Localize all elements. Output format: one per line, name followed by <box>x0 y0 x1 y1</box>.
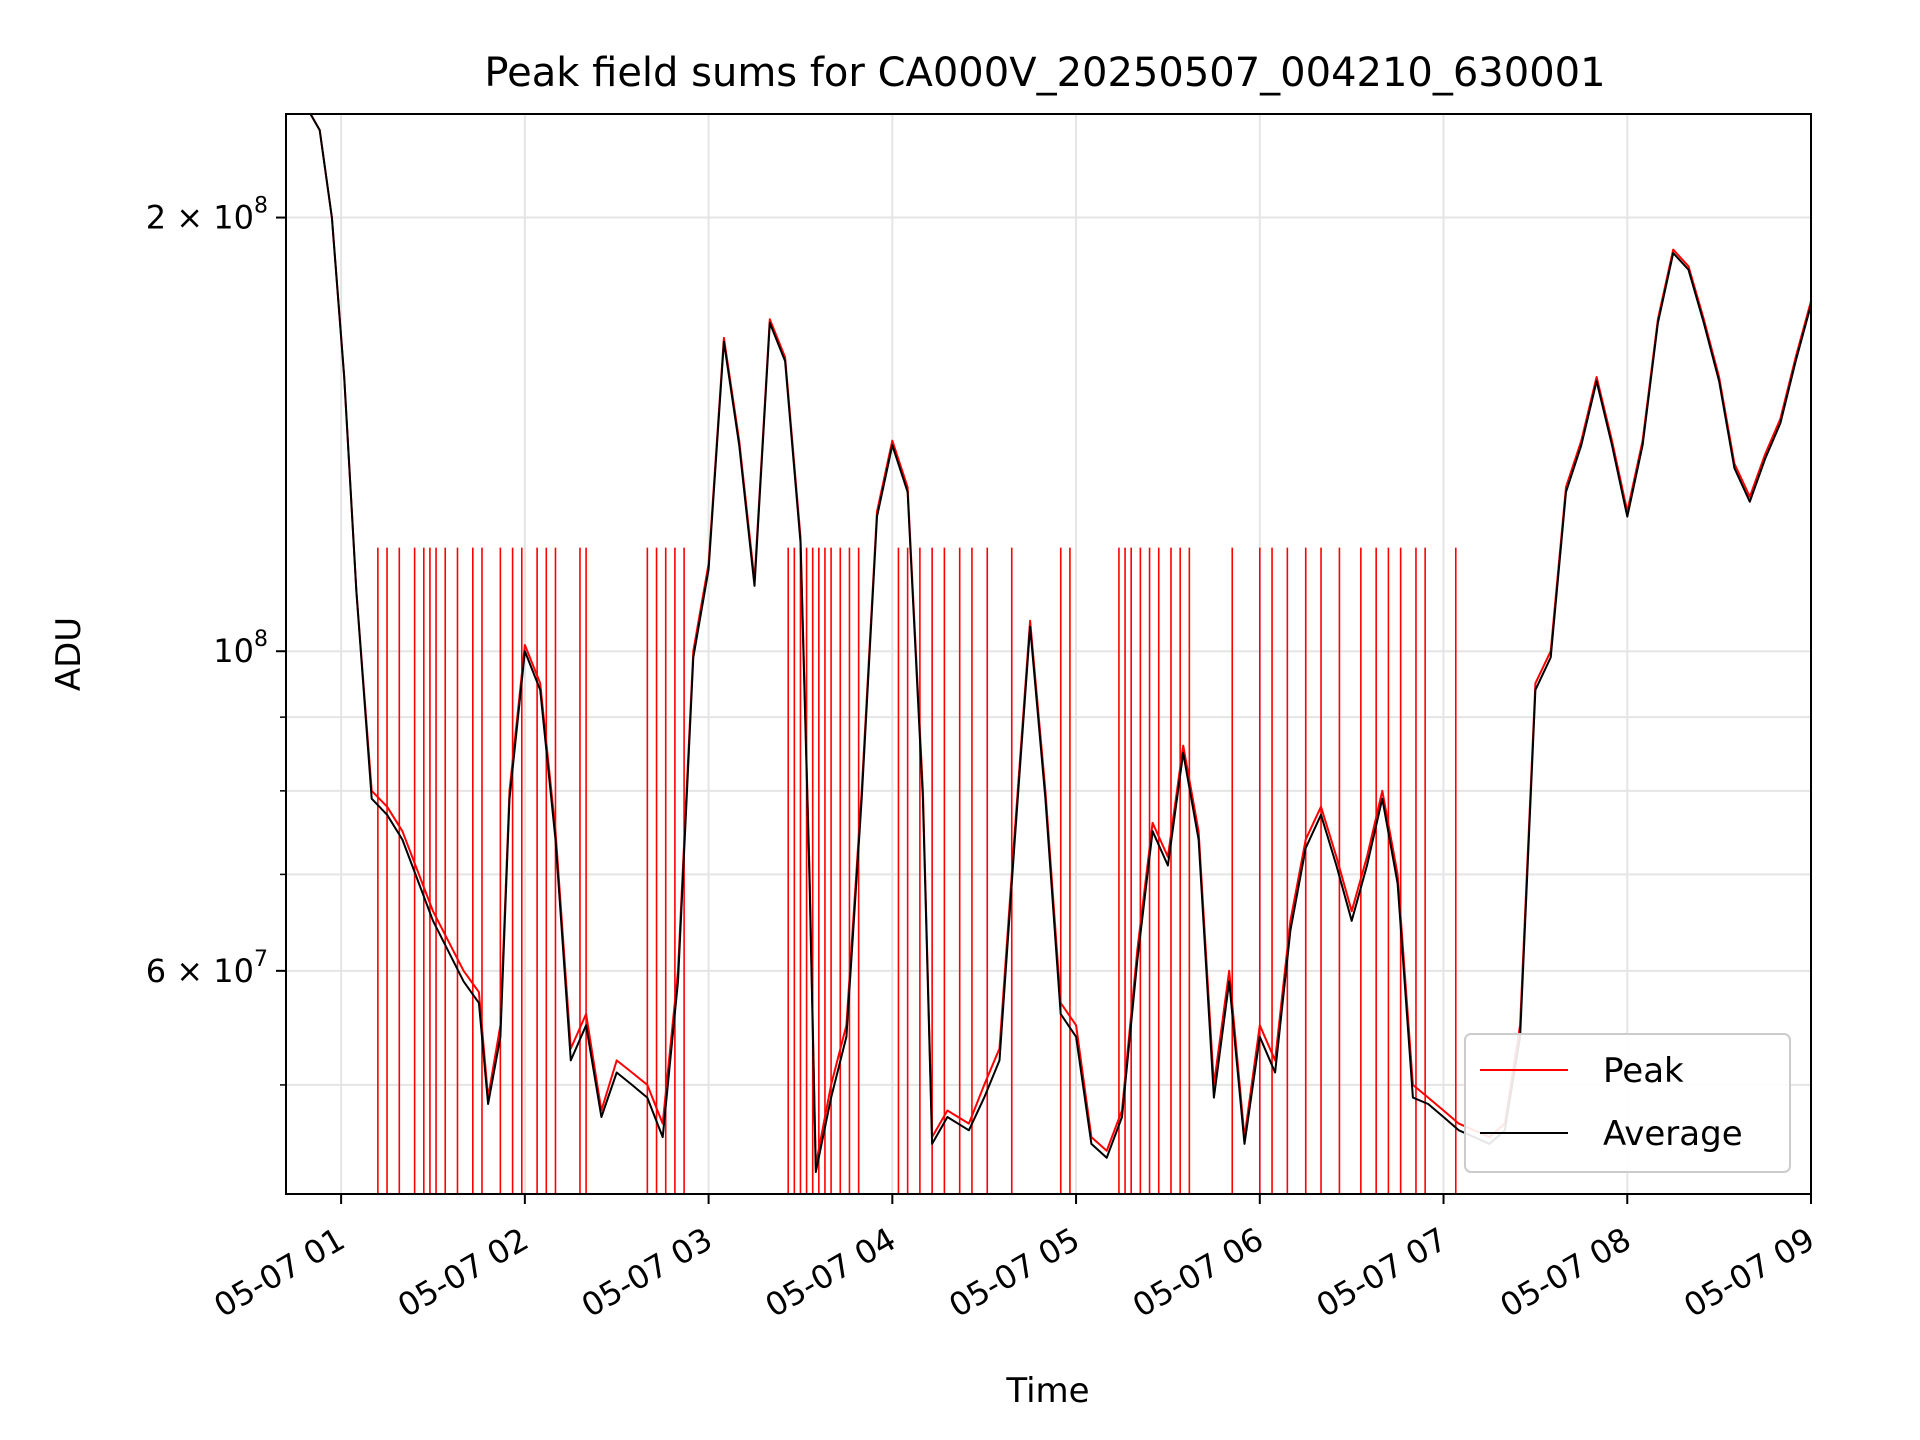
y-tick-multiplier: 6 × <box>146 952 214 990</box>
y-tick-base: 10 <box>213 199 254 237</box>
y-axis-label: ADU <box>49 617 89 691</box>
series-average-line <box>286 114 1811 1173</box>
chart-title: Peak field sums for CA000V_20250507_0042… <box>484 50 1605 96</box>
legend-peak-label: Peak <box>1603 1051 1684 1091</box>
legend-box <box>1464 1033 1791 1173</box>
legend: Peak Average <box>1464 1033 1791 1173</box>
x-axis-label: Time <box>1005 1371 1089 1411</box>
y-tick-label: 2 × 108 <box>146 194 268 237</box>
axes-frame <box>285 113 1812 1195</box>
legend-average-label: Average <box>1603 1114 1743 1154</box>
y-tick-exponent: 8 <box>254 627 268 652</box>
y-tick-base: 10 <box>213 632 254 670</box>
y-tick-base: 10 <box>213 952 254 990</box>
plot-area <box>286 114 1811 1194</box>
y-tick-exponent: 8 <box>254 194 268 219</box>
y-tick-label: 108 <box>213 627 268 670</box>
y-tick-label: 6 × 107 <box>146 947 268 990</box>
y-tick-exponent: 7 <box>254 947 268 972</box>
y-tick-multiplier: 2 × <box>146 199 214 237</box>
